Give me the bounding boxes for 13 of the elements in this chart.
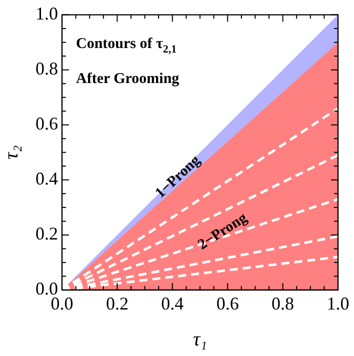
x-tick-label: 0.2 bbox=[106, 294, 128, 314]
annotation: After Grooming bbox=[76, 70, 180, 87]
y-tick-label: 0.2 bbox=[36, 224, 58, 244]
y-tick-label: 0.8 bbox=[36, 58, 58, 79]
x-tick-label: 0.8 bbox=[272, 294, 294, 314]
y-tick-label: 1.0 bbox=[36, 4, 58, 24]
x-tick-label: 0.6 bbox=[216, 294, 239, 314]
y-tick-label: 0.4 bbox=[36, 168, 58, 189]
x-tick-label: 0.4 bbox=[161, 294, 184, 314]
y-axis-title: τ₂ bbox=[0, 145, 22, 160]
x-tick-label: 1.0 bbox=[326, 294, 350, 314]
y-tick-label: 0.6 bbox=[36, 114, 58, 134]
x-axis-title: τ₁ bbox=[192, 328, 208, 350]
